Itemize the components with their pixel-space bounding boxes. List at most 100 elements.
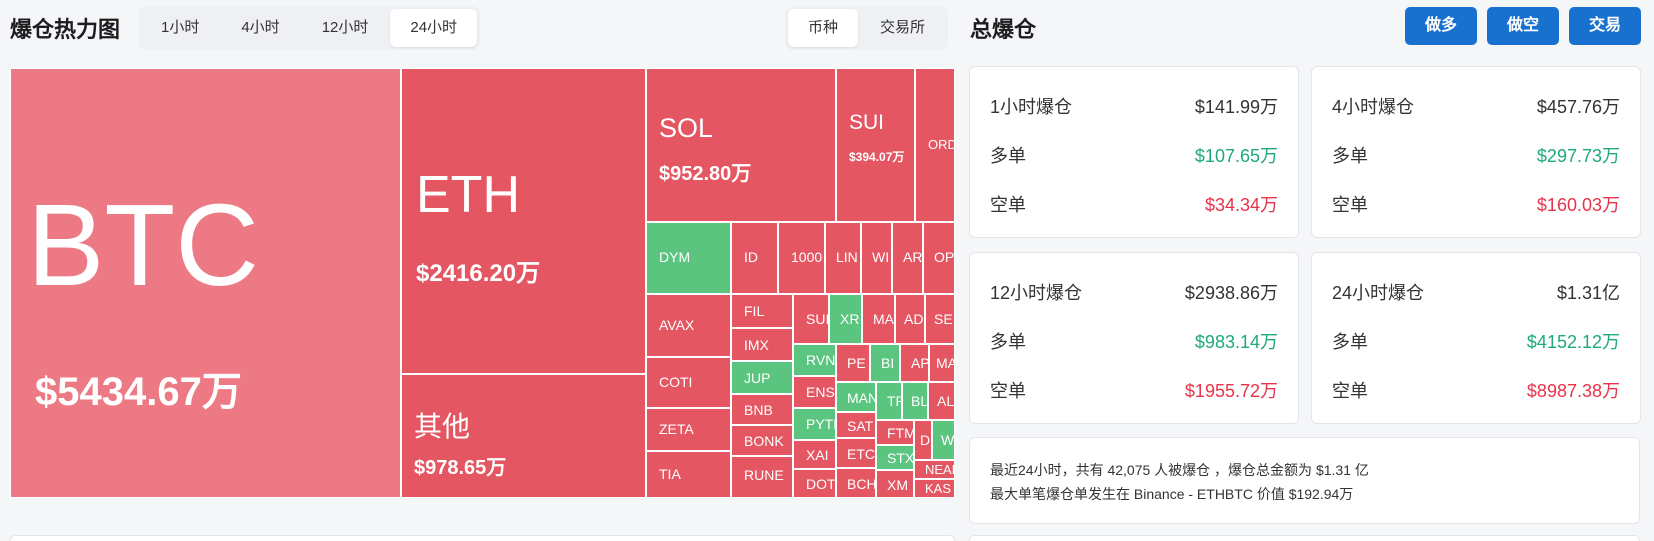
short-value: $160.03万 [1536, 195, 1620, 215]
treemap-cell-rvn[interactable]: RVN [793, 344, 836, 376]
summary-line-2: 最大单笔爆仓单发生在 Binance - ETHBTC 价值 $192.94万 [990, 486, 1354, 502]
card-long-row: 多单 $297.73万 [1332, 140, 1620, 170]
treemap-cell-near[interactable]: NEAR [914, 460, 955, 479]
treemap-cell-eth[interactable]: ETH $2416.20万 [401, 68, 646, 374]
treemap-cell-sui-small[interactable]: SUI [793, 294, 829, 344]
treemap-cell-ens[interactable]: ENS [793, 376, 836, 408]
treemap-cell-id[interactable]: ID [731, 222, 778, 294]
cell-name: MA [936, 355, 955, 371]
cell-name: WI [872, 249, 890, 265]
total-liquidation-title: 总爆仓 [970, 17, 1037, 42]
treemap-cell-btc[interactable]: BTC $5434.67万 [10, 68, 401, 498]
card-24h: 24小时爆仓 $1.31亿 多单 $4152.12万 空单 $8987.38万 [1311, 252, 1641, 424]
card-short-row: 空单 $160.03万 [1332, 189, 1620, 219]
treemap-cell-tia[interactable]: TIA [646, 451, 731, 498]
treemap-cell-xai[interactable]: XAI [793, 440, 836, 469]
tab-1h[interactable]: 1小时 [161, 19, 200, 36]
cell-name: SOL [659, 113, 714, 143]
treemap-cell-ord[interactable]: ORD [915, 68, 955, 222]
cell-name: 其他 [414, 411, 471, 442]
card-short-row: 空单 $34.34万 [990, 189, 1278, 219]
treemap-cell-ar[interactable]: AR [892, 222, 923, 294]
card-title: 4小时爆仓 [1332, 97, 1415, 117]
treemap-cell-zeta[interactable]: ZETA [646, 408, 731, 451]
trade-button[interactable]: 交易 [1569, 7, 1641, 45]
treemap-cell-pyth[interactable]: PYTH [793, 408, 836, 440]
treemap-cell-pe[interactable]: PE [836, 344, 870, 382]
treemap-cell-tr[interactable]: TR [876, 382, 902, 420]
long-label: 多单 [990, 332, 1026, 352]
treemap-cell-bonk[interactable]: BONK [731, 425, 793, 456]
cell-name: SAT [847, 418, 874, 434]
treemap-cell-imx[interactable]: IMX [731, 328, 793, 361]
treemap-cell-wi[interactable]: WI [861, 222, 892, 294]
cell-name: LIN [836, 249, 858, 265]
treemap-cell-xr[interactable]: XR [829, 294, 862, 344]
cell-value: $2416.20万 [416, 260, 541, 287]
cell-name: W [941, 432, 955, 448]
cell-name: BNB [744, 402, 773, 418]
cell-name: AVAX [659, 317, 695, 333]
short-button[interactable]: 做空 [1487, 7, 1559, 45]
cell-name: IMX [744, 337, 769, 353]
treemap-cell-bnb[interactable]: BNB [731, 394, 793, 425]
treemap-cell-sol[interactable]: SOL $952.80万 [646, 68, 836, 222]
cell-name: D [920, 432, 931, 448]
cell-name: RVN [806, 352, 836, 368]
treemap-cell-other[interactable]: 其他 $978.65万 [401, 374, 646, 498]
treemap-cell-kas[interactable]: KAS [914, 479, 955, 498]
treemap-cell-1000[interactable]: 1000 [778, 222, 825, 294]
card-title: 24小时爆仓 [1332, 283, 1425, 303]
long-value: $297.73万 [1536, 146, 1620, 166]
treemap-cell-fil[interactable]: FIL [731, 294, 793, 328]
short-label: 空单 [1332, 195, 1368, 215]
treemap-cell-sat[interactable]: SAT [836, 412, 876, 438]
treemap-cell-coti[interactable]: COTI [646, 357, 731, 408]
card-short-row: 空单 $8987.38万 [1332, 375, 1620, 405]
treemap-cell-se[interactable]: SE [925, 294, 955, 344]
tab-coin[interactable]: 币种 [788, 9, 859, 47]
treemap-cell-avax[interactable]: AVAX [646, 294, 731, 357]
tab-exchange[interactable]: 交易所 [880, 19, 926, 36]
cell-name: XAI [806, 447, 829, 463]
treemap-cell-ap[interactable]: AP [900, 344, 929, 382]
tab-4h[interactable]: 4小时 [241, 19, 280, 36]
treemap-cell-bi[interactable]: BI [870, 344, 900, 382]
treemap-cell-rune[interactable]: RUNE [731, 456, 793, 498]
cell-name: SUI [849, 111, 885, 134]
treemap-cell-jup[interactable]: JUP [731, 361, 793, 394]
short-label: 空单 [990, 195, 1026, 215]
cell-name: XM [887, 477, 908, 493]
treemap-cell-bch[interactable]: BCH [836, 468, 876, 498]
cell-name: ID [744, 249, 758, 265]
cell-name: XR [840, 311, 860, 327]
treemap-cell-ftm[interactable]: FTM [876, 420, 914, 445]
treemap-cell-d[interactable]: D [914, 420, 932, 460]
treemap-cell-op[interactable]: OP [923, 222, 955, 294]
treemap-cell-bl[interactable]: BL [902, 382, 928, 420]
treemap-cell-stx[interactable]: STX [876, 445, 914, 470]
tab-12h[interactable]: 12小时 [321, 19, 369, 36]
treemap-cell-sui[interactable]: SUI $394.07万 [836, 68, 915, 222]
treemap-cell-man[interactable]: MAN [836, 382, 876, 412]
card-4h: 4小时爆仓 $457.76万 多单 $297.73万 空单 $160.03万 [1311, 66, 1641, 238]
treemap-cell-al[interactable]: AL [928, 382, 955, 420]
treemap-cell-xm[interactable]: XM [876, 470, 914, 498]
card-total-value: $141.99万 [1194, 97, 1278, 117]
cell-name: BL [911, 393, 928, 409]
treemap-cell-dym[interactable]: DYM [646, 222, 731, 294]
cell-name: FTM [887, 425, 914, 441]
cell-name: MA [873, 311, 894, 327]
treemap-cell-ad[interactable]: AD [895, 294, 925, 344]
treemap-cell-w[interactable]: W [932, 420, 955, 460]
treemap-cell-ma[interactable]: MA [862, 294, 895, 344]
long-button[interactable]: 做多 [1405, 7, 1477, 45]
cell-name: KAS [925, 481, 952, 496]
treemap-cell-ma2[interactable]: MA [929, 344, 955, 382]
treemap-cell-dot[interactable]: DOT [793, 469, 836, 498]
treemap-cell-lin[interactable]: LIN [825, 222, 861, 294]
card-total-row: 1小时爆仓 $141.99万 [990, 91, 1278, 121]
tab-24h[interactable]: 24小时 [390, 9, 478, 47]
treemap-cell-etc[interactable]: ETC [836, 438, 876, 468]
cell-name: STX [887, 450, 914, 466]
